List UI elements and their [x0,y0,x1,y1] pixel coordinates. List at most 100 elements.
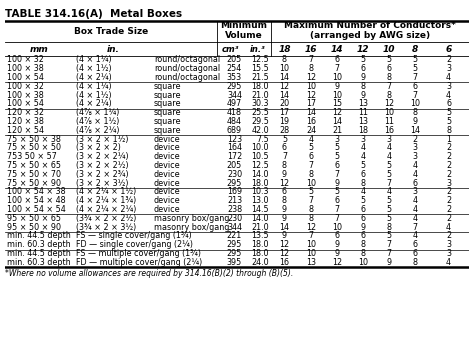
Text: 8: 8 [309,205,313,214]
Text: 100 × 32: 100 × 32 [7,55,44,65]
Text: 7: 7 [386,249,392,258]
Text: 42.0: 42.0 [251,126,269,135]
Text: 205: 205 [227,161,242,170]
Text: 14: 14 [280,91,290,100]
Text: *Where no volume allowances are required by 314.16(B)(2) through (B)(5).: *Where no volume allowances are required… [5,269,293,278]
Text: 75 × 50 × 38: 75 × 50 × 38 [7,135,61,144]
Text: 18.0: 18.0 [252,240,269,249]
Text: min. 44.5 depth: min. 44.5 depth [7,249,71,258]
Text: 295: 295 [227,179,242,188]
Text: 6: 6 [361,64,365,73]
Text: Minimum
Volume: Minimum Volume [220,21,267,40]
Text: square: square [154,108,182,117]
Text: 8: 8 [282,55,287,65]
Text: 12: 12 [280,240,290,249]
Text: cm³: cm³ [222,45,239,53]
Text: 95 × 50 × 90: 95 × 50 × 90 [7,223,61,232]
Text: 9: 9 [282,232,287,241]
Text: 12: 12 [306,91,316,100]
Text: 5: 5 [446,108,451,117]
Text: (4⅞ × 2¼): (4⅞ × 2¼) [76,126,119,135]
Text: (4 × 2¼ × 1½): (4 × 2¼ × 1½) [76,187,136,196]
Text: 13.5: 13.5 [251,232,269,241]
Text: 25.5: 25.5 [251,108,269,117]
Text: 14.5: 14.5 [251,205,269,214]
Text: 238: 238 [227,205,242,214]
Text: 8: 8 [412,108,418,117]
Text: 4: 4 [412,161,418,170]
Text: 213: 213 [227,196,242,205]
Text: 15: 15 [332,99,342,108]
Text: 18.0: 18.0 [252,249,269,258]
Text: 205: 205 [227,55,242,65]
Text: 7: 7 [412,91,418,100]
Text: 120 × 54: 120 × 54 [7,126,44,135]
Text: 4: 4 [361,187,365,196]
Text: 6: 6 [282,187,287,196]
Text: 95 × 50 × 65: 95 × 50 × 65 [7,214,61,223]
Text: square: square [154,117,182,126]
Text: 10: 10 [332,73,342,82]
Text: device: device [154,205,181,214]
Text: 100 × 54 × 54: 100 × 54 × 54 [7,205,66,214]
Text: 12: 12 [332,108,342,117]
Text: 12.5: 12.5 [251,161,269,170]
Text: 12: 12 [357,45,369,53]
Text: device: device [154,170,181,179]
Text: 3: 3 [446,240,451,249]
Text: 5: 5 [386,214,392,223]
Text: 7: 7 [386,179,392,188]
Text: 6: 6 [361,214,365,223]
Text: 2: 2 [446,170,451,179]
Text: 8: 8 [361,179,365,188]
Text: 6: 6 [446,45,452,53]
Text: 5: 5 [335,144,339,153]
Text: 13: 13 [306,258,316,267]
Text: device: device [154,161,181,170]
Text: 7: 7 [335,205,339,214]
Text: square: square [154,99,182,108]
Text: 5: 5 [386,170,392,179]
Text: 18.0: 18.0 [252,82,269,91]
Text: 4: 4 [412,232,418,241]
Text: 14: 14 [280,73,290,82]
Text: 14: 14 [306,108,316,117]
Text: 7.5: 7.5 [256,135,269,144]
Text: 6: 6 [412,179,418,188]
Text: 13: 13 [358,99,368,108]
Text: 7: 7 [386,240,392,249]
Text: 4: 4 [386,187,392,196]
Text: 5: 5 [412,64,418,73]
Text: 9: 9 [335,179,339,188]
Text: 12.5: 12.5 [251,55,269,65]
Text: 16: 16 [306,117,316,126]
Text: 28: 28 [280,126,290,135]
Text: round/octagonal: round/octagonal [154,73,220,82]
Text: 1: 1 [446,135,451,144]
Text: 6: 6 [335,232,339,241]
Text: 100 × 54: 100 × 54 [7,73,44,82]
Text: 100 × 32: 100 × 32 [7,82,44,91]
Text: 5: 5 [386,205,392,214]
Text: 5: 5 [412,55,418,65]
Text: square: square [154,91,182,100]
Text: 29.5: 29.5 [251,117,269,126]
Text: 8: 8 [386,223,392,232]
Text: 75 × 50 × 50: 75 × 50 × 50 [7,144,61,153]
Text: 8: 8 [282,161,287,170]
Text: 100 × 54: 100 × 54 [7,99,44,108]
Text: 5: 5 [309,144,314,153]
Text: 2: 2 [446,214,451,223]
Text: 9: 9 [335,249,339,258]
Text: 17: 17 [280,108,290,117]
Text: device: device [154,135,181,144]
Text: 4: 4 [412,214,418,223]
Text: 8: 8 [446,126,451,135]
Text: 9: 9 [282,205,287,214]
Text: 12: 12 [384,99,394,108]
Text: 10.5: 10.5 [251,152,269,161]
Text: 5: 5 [386,232,392,241]
Text: 8: 8 [361,240,365,249]
Text: 30.3: 30.3 [252,99,269,108]
Text: (4 × 2¼): (4 × 2¼) [76,73,112,82]
